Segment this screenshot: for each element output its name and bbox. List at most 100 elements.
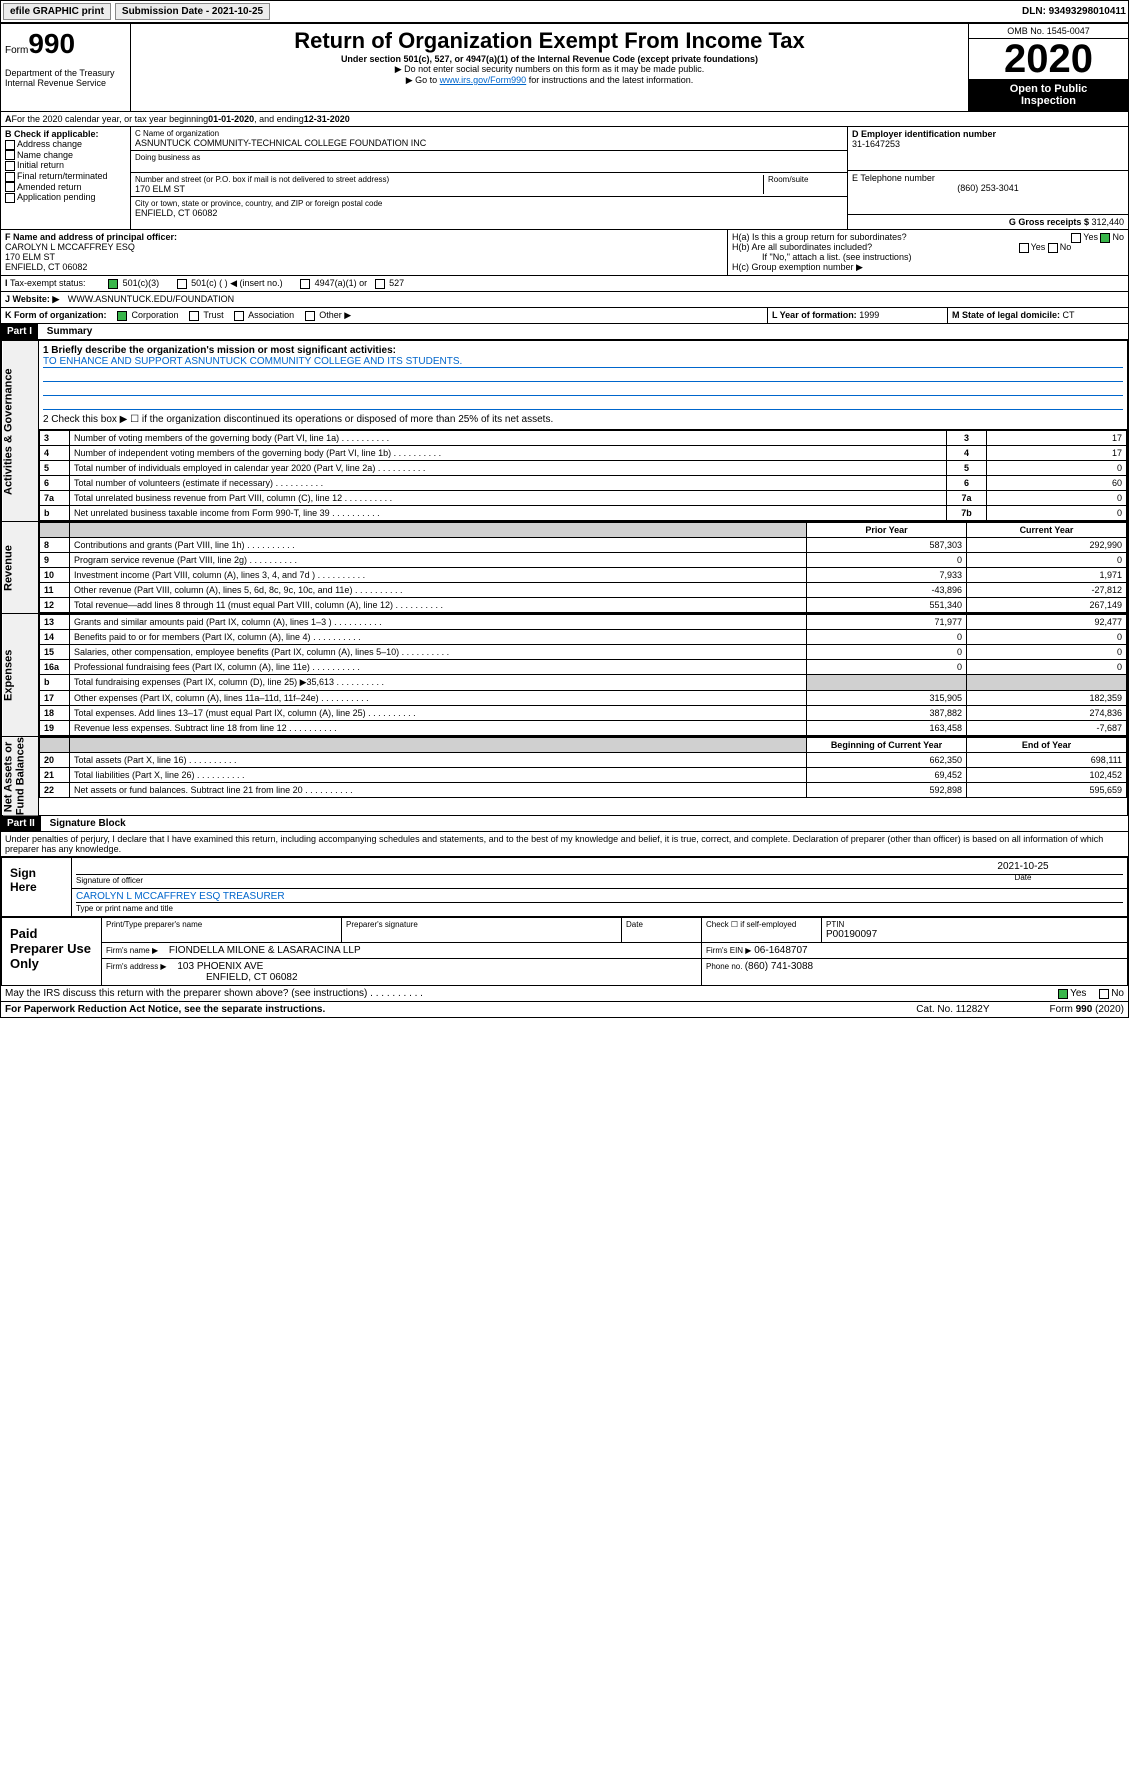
c-city-label: City or town, state or province, country… xyxy=(135,199,843,208)
line-box: 3 xyxy=(947,431,987,446)
col-curr: Current Year xyxy=(967,523,1127,538)
line-num: 18 xyxy=(39,706,69,721)
dept: Department of the Treasury Internal Reve… xyxy=(5,68,126,88)
period-pre: For the 2020 calendar year, or tax year … xyxy=(12,114,209,124)
line-text: Grants and similar amounts paid (Part IX… xyxy=(69,615,806,630)
line-val: 17 xyxy=(987,431,1127,446)
yes-label: Yes xyxy=(1083,232,1098,242)
line-text: Program service revenue (Part VIII, line… xyxy=(69,553,806,568)
q1-val: TO ENHANCE AND SUPPORT ASNUNTUCK COMMUNI… xyxy=(43,356,1123,368)
line-num: 19 xyxy=(39,721,69,736)
b-opt[interactable]: Name change xyxy=(5,150,126,161)
subtitle: Under section 501(c), 527, or 4947(a)(1)… xyxy=(135,54,964,64)
line-prior: 0 xyxy=(807,630,967,645)
h-c: H(c) Group exemption number ▶ xyxy=(732,262,1124,273)
line-curr: 292,990 xyxy=(967,538,1127,553)
col-begin: Beginning of Current Year xyxy=(807,738,967,753)
line-text: Professional fundraising fees (Part IX, … xyxy=(69,660,806,675)
k-opt: Trust xyxy=(203,310,223,320)
line-box: 7b xyxy=(947,506,987,521)
officer-name-label: Type or print name and title xyxy=(76,904,173,913)
sign-here-label: Sign Here xyxy=(2,858,72,917)
line-val: 0 xyxy=(987,506,1127,521)
box-b: B Check if applicable: Address change Na… xyxy=(1,127,131,229)
line-curr: 92,477 xyxy=(967,615,1127,630)
line-prior: 551,340 xyxy=(807,598,967,613)
line-curr: 0 xyxy=(967,660,1127,675)
line-text: Total number of individuals employed in … xyxy=(69,461,946,476)
line-curr: 0 xyxy=(967,553,1127,568)
line-text: Investment income (Part VIII, column (A)… xyxy=(69,568,806,583)
k-opt: Other ▶ xyxy=(319,310,351,320)
line-curr: -7,687 xyxy=(967,721,1127,736)
box-i: I Tax-exempt status: 501(c)(3) 501(c) ( … xyxy=(1,276,1128,291)
line-text: Total unrelated business revenue from Pa… xyxy=(69,491,946,506)
line-val: 17 xyxy=(987,446,1127,461)
b-opt[interactable]: Amended return xyxy=(5,182,126,193)
perjury-text: Under penalties of perjury, I declare th… xyxy=(1,832,1128,857)
line-curr: 274,836 xyxy=(967,706,1127,721)
b-opt[interactable]: Initial return xyxy=(5,160,126,171)
box-b-label: B Check if applicable: xyxy=(5,129,126,139)
part1-header: Part I Summary xyxy=(1,324,1128,340)
i-501c3-check[interactable] xyxy=(108,279,118,289)
form-body: Form990 Department of the Treasury Inter… xyxy=(0,23,1129,1018)
line-text: Net assets or fund balances. Subtract li… xyxy=(69,783,806,798)
q1-label: 1 Briefly describe the organization's mi… xyxy=(43,345,1123,356)
line-num: 7a xyxy=(39,491,69,506)
line-text: Revenue less expenses. Subtract line 18 … xyxy=(69,721,806,736)
box-deg: D Employer identification number 31-1647… xyxy=(848,127,1128,229)
cat-no: Cat. No. 11282Y xyxy=(916,1004,989,1015)
form-word: Form xyxy=(5,45,28,56)
form-footer: Form 990 (2020) xyxy=(1050,1004,1125,1015)
g-val: 312,440 xyxy=(1091,217,1124,227)
line-prior: 587,303 xyxy=(807,538,967,553)
note2: ▶ Go to www.irs.gov/Form990 for instruct… xyxy=(135,75,964,86)
no-label: No xyxy=(1112,232,1124,242)
line-curr: 1,971 xyxy=(967,568,1127,583)
line-num: 8 xyxy=(39,538,69,553)
ha-no-check[interactable] xyxy=(1100,233,1110,243)
line-num: 6 xyxy=(39,476,69,491)
line-prior: 0 xyxy=(807,645,967,660)
line-curr: 267,149 xyxy=(967,598,1127,613)
efile-btn[interactable]: efile GRAPHIC print xyxy=(3,3,111,20)
no-label: No xyxy=(1111,988,1124,999)
firm-name-label: Firm's name ▶ xyxy=(106,946,158,955)
g-label: G Gross receipts $ xyxy=(1009,217,1092,227)
no-label: No xyxy=(1060,242,1072,252)
i-opt: 501(c)(3) xyxy=(123,278,160,288)
firm-addr-label: Firm's address ▶ xyxy=(106,962,167,971)
note2-post: for instructions and the latest informat… xyxy=(526,75,693,85)
firm-ein: 06-1648707 xyxy=(754,945,807,956)
col-end: End of Year xyxy=(967,738,1127,753)
subdate-btn[interactable]: Submission Date - 2021-10-25 xyxy=(115,3,270,20)
col-prior: Prior Year xyxy=(807,523,967,538)
i-opt: 527 xyxy=(389,278,404,288)
b-opt[interactable]: Application pending xyxy=(5,192,126,203)
yes-label: Yes xyxy=(1070,988,1086,999)
instructions-link[interactable]: www.irs.gov/Form990 xyxy=(440,75,527,85)
period-begin: 01-01-2020 xyxy=(208,114,254,124)
part1-table: Activities & Governance 1 Briefly descri… xyxy=(1,340,1128,816)
c-dba-label: Doing business as xyxy=(135,153,843,162)
firm-addr: 103 PHOENIX AVE xyxy=(177,961,263,972)
prep-date-label: Date xyxy=(622,918,702,943)
b-opt[interactable]: Final return/terminated xyxy=(5,171,126,182)
line-num: 15 xyxy=(39,645,69,660)
line-box: 6 xyxy=(947,476,987,491)
firm-city: ENFIELD, CT 06082 xyxy=(206,972,697,983)
line-val: 0 xyxy=(987,491,1127,506)
k-opt: Corporation xyxy=(132,310,179,320)
yes-label: Yes xyxy=(1031,242,1046,252)
line-num: 10 xyxy=(39,568,69,583)
vlabel-gov: Activities & Governance xyxy=(2,341,39,522)
q2: 2 Check this box ▶ ☐ if the organization… xyxy=(43,414,1123,425)
prep-name-label: Print/Type preparer's name xyxy=(102,918,342,943)
k-corp-check[interactable] xyxy=(117,311,127,321)
b-opt[interactable]: Address change xyxy=(5,139,126,150)
line-prior: 7,933 xyxy=(807,568,967,583)
c-city: ENFIELD, CT 06082 xyxy=(135,208,843,218)
line-val: 0 xyxy=(987,461,1127,476)
discuss-yes-check[interactable] xyxy=(1058,989,1068,999)
